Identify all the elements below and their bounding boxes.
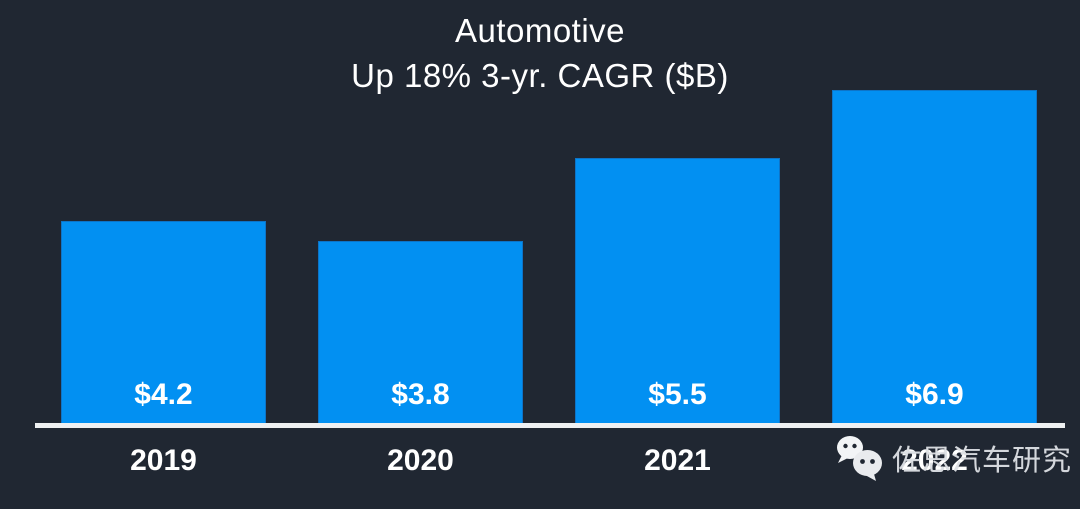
- bar-2021: $5.5: [575, 158, 780, 425]
- bar-value-label: $5.5: [648, 378, 707, 411]
- x-tick-2022: 2022: [901, 444, 968, 477]
- x-tick-2019: 2019: [130, 444, 197, 477]
- bar-2019: $4.2: [61, 221, 266, 425]
- x-tick-2021: 2021: [644, 444, 711, 477]
- bar-2022: $6.9: [832, 90, 1037, 425]
- bar-2020: $3.8: [318, 241, 523, 425]
- chart-subtitle: Up 18% 3-yr. CAGR ($B): [351, 57, 729, 94]
- x-tick-2020: 2020: [387, 444, 454, 477]
- bar-value-label: $4.2: [134, 378, 193, 411]
- bar-value-label: $6.9: [905, 378, 964, 411]
- x-axis-line: [35, 423, 1065, 428]
- chart-title-block: Automotive Up 18% 3-yr. CAGR ($B): [0, 8, 1080, 98]
- chart-title: Automotive: [454, 12, 626, 49]
- bar-value-label: $3.8: [391, 378, 450, 411]
